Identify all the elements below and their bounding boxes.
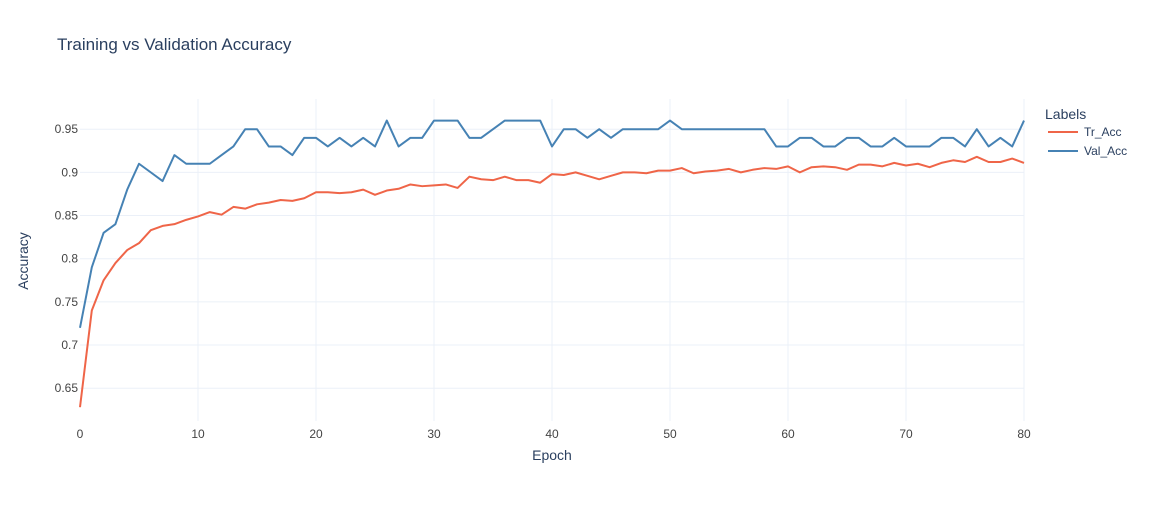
x-tick-label: 60 (781, 427, 795, 441)
y-tick-label: 0.7 (61, 338, 78, 352)
legend: Labels Tr_Acc Val_Acc (1045, 106, 1127, 158)
legend-label: Tr_Acc (1084, 125, 1122, 139)
series-line-tr-acc (79, 155, 1025, 408)
x-tick-label: 70 (899, 427, 913, 441)
y-axis-label: Accuracy (15, 232, 31, 290)
x-tick-label: 10 (191, 427, 205, 441)
legend-title: Labels (1045, 106, 1086, 122)
y-tick-labels: 0.65 0.7 0.75 0.8 0.85 0.9 0.95 (55, 122, 79, 395)
y-tick-label: 0.85 (55, 209, 79, 223)
y-tick-label: 0.75 (55, 295, 79, 309)
y-gridlines (80, 128, 1024, 389)
x-tick-label: 20 (309, 427, 323, 441)
x-tick-label: 40 (545, 427, 559, 441)
legend-item-tr-acc[interactable]: Tr_Acc (1048, 125, 1122, 139)
y-tick-label: 0.8 (61, 252, 78, 266)
series-line-val-acc (79, 119, 1025, 328)
chart-title: Training vs Validation Accuracy (57, 35, 292, 54)
legend-label: Val_Acc (1084, 144, 1127, 158)
y-tick-label: 0.9 (61, 165, 78, 179)
x-axis-label: Epoch (532, 447, 572, 463)
series-layer (79, 119, 1025, 408)
y-tick-label: 0.65 (55, 381, 79, 395)
x-tick-label: 30 (427, 427, 441, 441)
x-tick-label: 80 (1017, 427, 1031, 441)
legend-item-val-acc[interactable]: Val_Acc (1048, 144, 1127, 158)
x-tick-label: 0 (77, 427, 84, 441)
x-gridlines (197, 99, 1025, 421)
x-tick-label: 50 (663, 427, 677, 441)
y-tick-label: 0.95 (55, 122, 79, 136)
x-tick-labels: 0 10 20 30 40 50 60 70 80 (77, 427, 1031, 441)
